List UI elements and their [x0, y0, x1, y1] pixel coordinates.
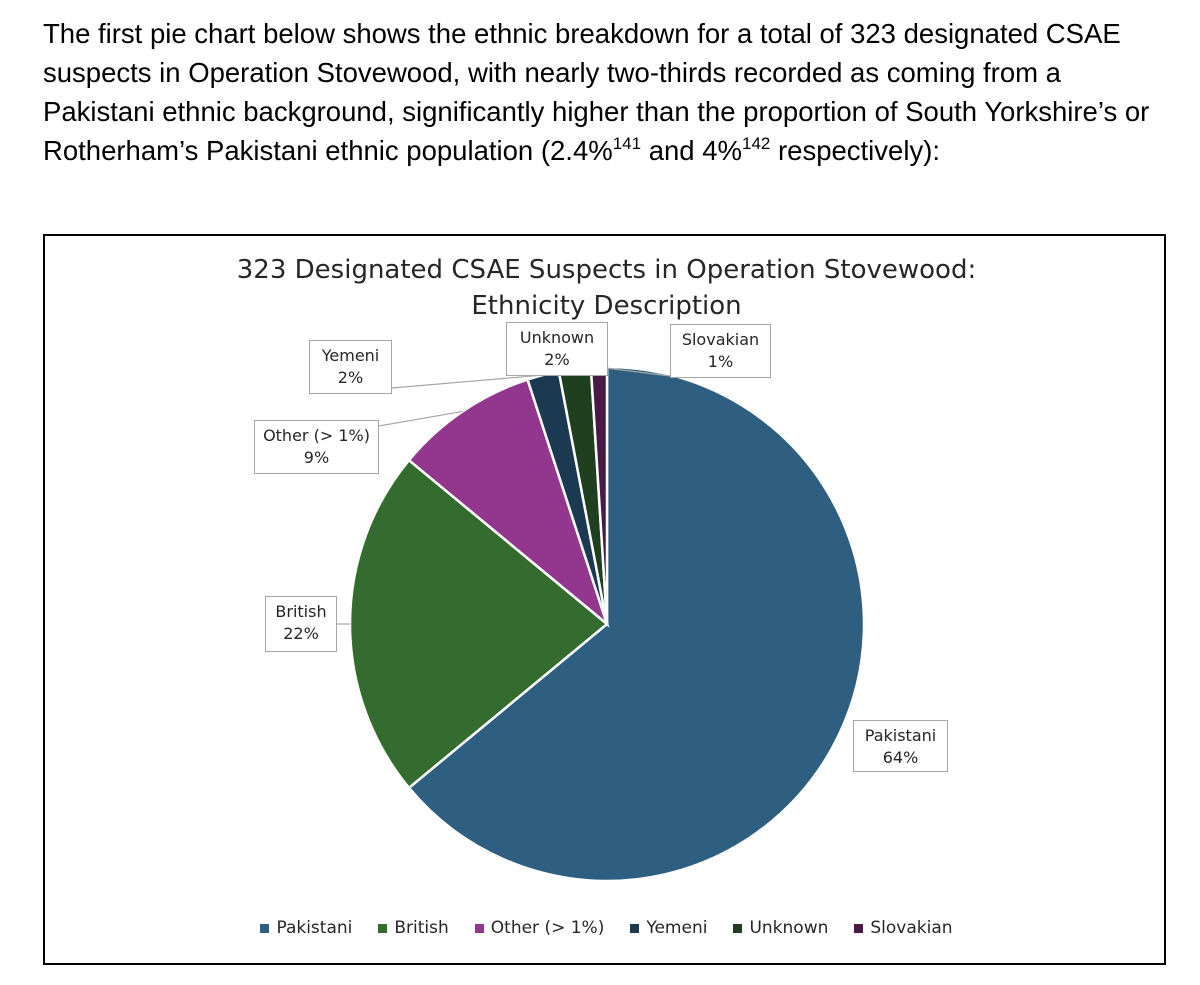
- legend-swatch: [378, 923, 388, 933]
- chart-title: 323 Designated CSAE Suspects in Operatio…: [45, 252, 1168, 324]
- data-label-category: Slovakian: [681, 330, 760, 349]
- data-label-category: Pakistani: [864, 726, 937, 745]
- data-label-percent: 9%: [303, 448, 330, 467]
- intro-text-1: The first pie chart below shows the ethn…: [43, 18, 1150, 166]
- legend-item-slovakian: Slovakian: [854, 918, 953, 938]
- data-label-slovakian: Slovakian 1%: [670, 324, 771, 378]
- data-label-pakistani: Pakistani 64%: [853, 720, 948, 772]
- data-label-percent: 2%: [337, 368, 364, 387]
- legend-item-pakistani: Pakistani: [260, 918, 352, 938]
- footnote-ref-142[interactable]: 142: [741, 134, 771, 153]
- data-label-unknown: Unknown 2%: [506, 322, 608, 376]
- legend-swatch: [260, 923, 270, 933]
- legend-label: Yemeni: [646, 918, 708, 938]
- legend-swatch: [474, 923, 484, 933]
- pie-chart: 323 Designated CSAE Suspects in Operatio…: [43, 234, 1166, 965]
- footnote-ref-141[interactable]: 141: [612, 134, 642, 153]
- intro-paragraph: The first pie chart below shows the ethn…: [43, 14, 1173, 170]
- data-label-yemeni: Yemeni 2%: [309, 340, 392, 394]
- legend-swatch: [630, 923, 640, 933]
- pie-slice-other-1: [407, 378, 610, 628]
- data-label-percent: 1%: [707, 352, 734, 371]
- pie-slice-british: [348, 458, 609, 790]
- chart-legend: Pakistani British Other (> 1%) Yemeni Un…: [45, 918, 1168, 938]
- leader-line-yemeni: [391, 374, 544, 389]
- chart-title-line-2: Ethnicity Description: [471, 291, 742, 321]
- data-label-percent: 22%: [283, 624, 319, 643]
- data-label-british: British 22%: [265, 596, 337, 652]
- data-label-category: British: [275, 602, 327, 621]
- legend-label: Pakistani: [276, 918, 353, 938]
- data-label-other: Other (> 1%) 9%: [254, 420, 379, 474]
- legend-item-yemeni: Yemeni: [630, 918, 707, 938]
- legend-swatch: [733, 923, 743, 933]
- legend-label: Slovakian: [870, 918, 953, 938]
- chart-title-line-1: 323 Designated CSAE Suspects in Operatio…: [236, 255, 977, 285]
- legend-swatch: [854, 923, 864, 933]
- leader-line-slovakian: [598, 366, 671, 377]
- data-label-category: Other (> 1%): [263, 426, 370, 445]
- data-label-percent: 2%: [544, 350, 570, 369]
- legend-item-other: Other (> 1%): [474, 918, 605, 938]
- legend-label: British: [394, 918, 449, 938]
- leader-line-other-1: [378, 410, 463, 427]
- intro-text-2: and 4%: [641, 135, 742, 166]
- data-label-percent: 64%: [882, 748, 919, 767]
- legend-label: Unknown: [749, 918, 829, 938]
- legend-item-british: British: [378, 918, 449, 938]
- pie-slice-pakistani: [407, 365, 866, 883]
- legend-item-unknown: Unknown: [733, 918, 828, 938]
- legend-label: Other (> 1%): [490, 918, 605, 938]
- data-label-category: Unknown: [519, 328, 595, 347]
- data-label-category: Yemeni: [321, 346, 380, 365]
- intro-text-3: respectively):: [770, 135, 940, 166]
